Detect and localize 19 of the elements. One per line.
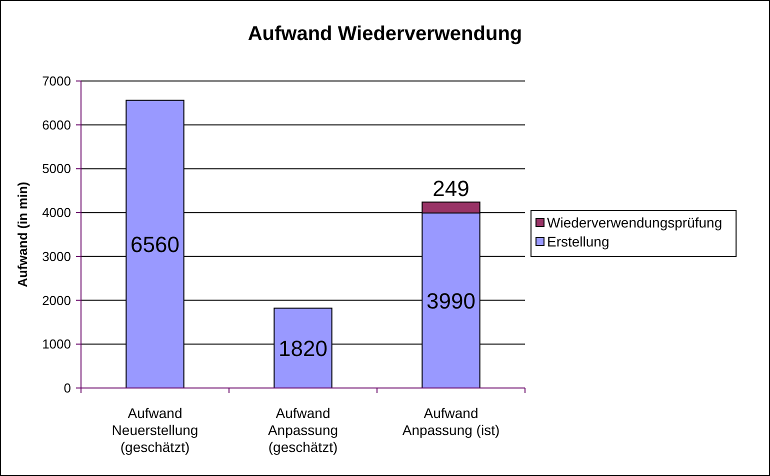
y-tick-label: 1000 [42,336,71,352]
y-tick-label: 2000 [42,292,71,308]
y-tick-label: 4000 [42,205,71,220]
y-tick-label: 3000 [42,248,71,264]
y-axis-title: Aufwand (in min) [15,182,30,288]
data-label: 249 [432,176,470,202]
x-tick-label: Aufwand Anpassung (ist) [402,405,500,438]
data-label: 1820 [278,336,328,362]
y-tick-label: 0 [64,380,71,396]
legend-label: Wiederverwendungsprüfung [547,214,722,230]
y-tick-label: 7000 [42,74,71,88]
y-tick-label: 5000 [42,161,71,176]
x-tick-label: Aufwand Anpassung (geschätzt) [268,405,338,455]
x-tick-label: Aufwand Neuerstellung (geschätzt) [112,405,198,455]
chart-title: Aufwand Wiederverwendung [248,23,522,45]
data-label: 3990 [426,288,476,314]
data-label: 6560 [130,232,180,258]
legend-label: Erstellung [547,234,610,250]
y-tick-label: 6000 [42,117,71,132]
